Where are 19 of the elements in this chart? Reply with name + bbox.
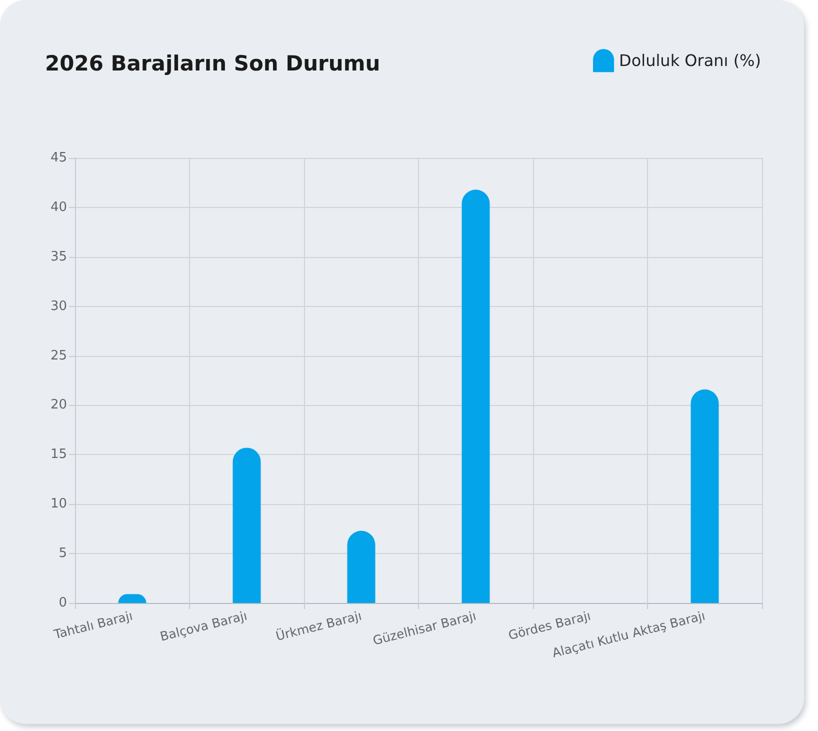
y-tick-label: 0 — [58, 596, 67, 610]
y-tick-label: 25 — [50, 348, 67, 364]
y-tick-label: 40 — [50, 200, 67, 215]
y-tick-label: 35 — [50, 249, 67, 264]
bar — [690, 389, 719, 603]
bar — [462, 190, 490, 603]
y-tick-label: 15 — [50, 447, 67, 462]
bar — [232, 448, 261, 603]
legend-label: Doluluk Oranı (%) — [619, 51, 761, 70]
x-tick-label: Tahtalı Barajı — [51, 608, 134, 642]
y-tick-label: 20 — [50, 398, 67, 413]
y-tick-label: 10 — [50, 496, 67, 512]
bar — [347, 530, 376, 603]
chart-title: 2026 Barajların Son Durumu — [45, 52, 380, 76]
y-tick-label: 5 — [58, 546, 67, 562]
x-tick-label: Ürkmez Barajı — [274, 608, 364, 644]
x-tick-label: Balçova Barajı — [158, 608, 249, 644]
y-tick-label: 30 — [50, 298, 67, 314]
y-tick-label: 45 — [50, 150, 67, 166]
